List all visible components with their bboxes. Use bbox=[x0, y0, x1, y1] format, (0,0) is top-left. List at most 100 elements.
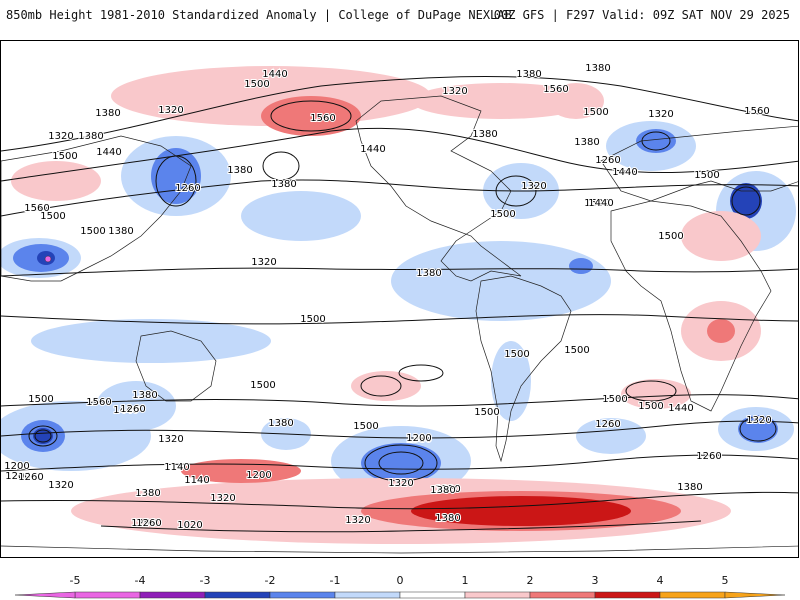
contour-label: 1320 bbox=[48, 480, 73, 491]
australia-outline bbox=[135, 330, 217, 402]
colorbar-tick-label: 3 bbox=[591, 574, 599, 587]
colorbar-tick-label: -2 bbox=[264, 574, 276, 587]
contour-label: 1260 bbox=[595, 419, 620, 430]
contour-label: 1560 bbox=[744, 106, 769, 117]
contour-label: 1380 bbox=[135, 488, 160, 499]
contour-label: 1380 bbox=[227, 165, 252, 176]
contour-line bbox=[1, 76, 798, 152]
colorbar-tick-label: 1 bbox=[461, 574, 469, 587]
map-title: 850mb Height 1981-2010 Standardized Anom… bbox=[6, 8, 512, 22]
contour-line bbox=[1, 394, 798, 407]
colorbar-tick-label: 5 bbox=[721, 574, 729, 587]
contour-label: 1140 bbox=[184, 475, 209, 486]
contour-label: 1320 bbox=[388, 478, 413, 489]
colorbar-segment bbox=[464, 591, 531, 599]
model-run-info: 00Z GFS | F297 Valid: 09Z SAT NOV 29 202… bbox=[493, 8, 790, 22]
typhoon-center-marker bbox=[44, 255, 52, 263]
contour-label: 1260 bbox=[595, 155, 620, 166]
contour-label: 1380 bbox=[516, 69, 541, 80]
contour-label: 1200 bbox=[131, 518, 156, 529]
colorbar-left-arrow bbox=[14, 591, 76, 599]
africa-outline bbox=[610, 200, 772, 412]
contour-label: 1560 bbox=[86, 397, 111, 408]
contour-label: 1380 bbox=[271, 179, 296, 190]
anomaly-area bbox=[411, 83, 591, 119]
contour-label: 1140 bbox=[164, 462, 189, 473]
colorbar-segment bbox=[399, 591, 466, 599]
colorbar-segment bbox=[334, 591, 401, 599]
contour-label: 1500 bbox=[52, 151, 77, 162]
anomaly-area bbox=[361, 443, 441, 483]
anomaly-area bbox=[707, 319, 735, 343]
contour-line bbox=[1, 491, 798, 510]
contour-label: 1380 bbox=[585, 63, 610, 74]
colorbar-tick-label: -1 bbox=[329, 574, 341, 587]
contour-label: 1500 bbox=[564, 345, 589, 356]
contour-label: 1320 bbox=[435, 484, 460, 495]
contour-label: 1380 bbox=[416, 268, 441, 279]
low-contour bbox=[739, 416, 777, 442]
contour-label: 1500 bbox=[658, 231, 683, 242]
contour-label: 1560 bbox=[24, 203, 49, 214]
contour-label: 1440 bbox=[113, 405, 138, 416]
contour-line bbox=[1, 127, 798, 182]
anomaly-area bbox=[491, 341, 531, 421]
contour-label: 1320 bbox=[158, 105, 183, 116]
low-contour bbox=[28, 425, 58, 447]
contour-label: 1320 bbox=[345, 515, 370, 526]
contour-label: 1200 bbox=[406, 433, 431, 444]
colorbar-segment bbox=[529, 591, 596, 599]
contour-label: 1380 bbox=[268, 418, 293, 429]
antarctica-edge bbox=[1, 545, 798, 554]
contour-label: 1020 bbox=[177, 520, 202, 531]
contour-label: 1380 bbox=[78, 131, 103, 142]
contour-label: 1500 bbox=[28, 394, 53, 405]
anomaly-area bbox=[261, 96, 361, 136]
colorbar-segment bbox=[74, 591, 141, 599]
map-panel[interactable]: 1380 1440 1500 1560 1320 1380 1500 1440 1260 1320… bbox=[0, 40, 799, 558]
contour-label: 1320 bbox=[648, 109, 673, 120]
contour-label: 1200 bbox=[5, 471, 30, 482]
colorbar-segment bbox=[659, 591, 726, 599]
anomaly-area bbox=[569, 258, 593, 274]
low-contour bbox=[378, 451, 424, 475]
contour-label: 1380 bbox=[574, 137, 599, 148]
contour-label: 1440 bbox=[612, 167, 637, 178]
colorbar-segment bbox=[204, 591, 271, 599]
east-asia-outline bbox=[1, 135, 192, 282]
low-contour bbox=[155, 155, 197, 207]
colorbar-graphic bbox=[14, 591, 786, 599]
contour-label: 1380 bbox=[406, 434, 431, 445]
anomaly-area bbox=[738, 415, 778, 443]
high-contour bbox=[360, 375, 402, 397]
contour-label: 1500 bbox=[353, 421, 378, 432]
anomaly-area bbox=[681, 211, 761, 261]
contour-label: 1260 bbox=[18, 472, 43, 483]
low-contour bbox=[495, 175, 537, 207]
coastlines bbox=[1, 95, 798, 554]
contour-line bbox=[1, 420, 798, 439]
anomaly-area bbox=[391, 241, 611, 321]
colorbar-right-arrow bbox=[724, 591, 786, 599]
contour-label: 1380 bbox=[108, 226, 133, 237]
anomaly-area bbox=[576, 418, 646, 454]
contour-label: 1500 bbox=[584, 198, 609, 209]
low-contour bbox=[731, 186, 761, 216]
contour-label: 1200 bbox=[4, 461, 29, 472]
high-contour bbox=[398, 364, 444, 382]
contour-line bbox=[1, 267, 798, 277]
contour-label: 1260 bbox=[136, 518, 161, 529]
colorbar: -5 -4 -3 -2 -1 0 1 2 3 4 5 bbox=[0, 568, 800, 600]
contour-label: 1380 bbox=[472, 129, 497, 140]
contour-label: 1440 bbox=[668, 403, 693, 414]
anomaly-area bbox=[11, 161, 101, 201]
low-contour bbox=[34, 429, 52, 443]
contour-label: 1440 bbox=[96, 147, 121, 158]
contour-line bbox=[1, 314, 798, 325]
colorbar-tick-label: -5 bbox=[69, 574, 81, 587]
colorbar-tick-label: 0 bbox=[396, 574, 404, 587]
contour-label: 1500 bbox=[474, 407, 499, 418]
contour-label: 1560 bbox=[543, 84, 568, 95]
colorbar-tick-label: 2 bbox=[526, 574, 534, 587]
